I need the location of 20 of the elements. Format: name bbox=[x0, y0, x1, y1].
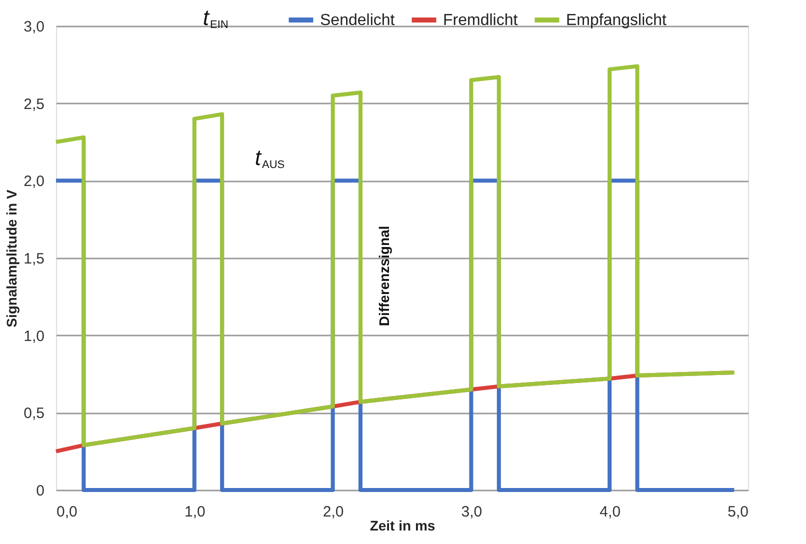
legend-label: Empfangslicht bbox=[566, 12, 668, 29]
y-tick-label: 2,0 bbox=[24, 173, 44, 190]
y-tick-label: 3,0 bbox=[24, 18, 44, 36]
y-axis-title: Signalamplitude in V bbox=[4, 189, 20, 328]
legend-label: Sendelicht bbox=[320, 12, 396, 29]
legend-label: Fremdlicht bbox=[443, 12, 518, 29]
x-tick-label: 5,0 bbox=[728, 504, 748, 520]
line-series bbox=[54, 64, 736, 448]
y-tick-label: 1,5 bbox=[24, 250, 44, 268]
y-tick-label: 0,5 bbox=[24, 405, 44, 422]
x-tick-label: 2,0 bbox=[322, 504, 344, 520]
y-tick-label: 1,0 bbox=[24, 328, 44, 345]
x-tick-label: 0,0 bbox=[56, 504, 78, 520]
y-tick-label: 2,5 bbox=[24, 96, 44, 113]
x-tick-label: 4,0 bbox=[600, 504, 621, 520]
x-tick-label: 3,0 bbox=[461, 504, 482, 520]
x-axis-title: Zeit in ms bbox=[370, 518, 436, 534]
x-tick-label: 1,0 bbox=[184, 504, 206, 520]
y-tick-label: 0 bbox=[36, 482, 44, 500]
annotation: Differenzsignal bbox=[376, 226, 392, 326]
